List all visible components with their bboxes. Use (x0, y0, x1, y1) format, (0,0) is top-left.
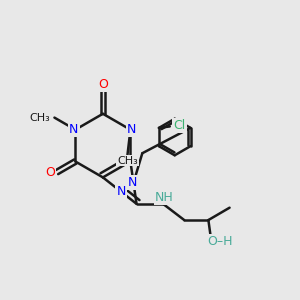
Text: O: O (46, 166, 56, 178)
Text: N: N (127, 176, 137, 189)
Text: O–H: O–H (207, 235, 232, 248)
Text: CH₃: CH₃ (117, 156, 138, 166)
Text: N: N (69, 123, 79, 136)
Text: Cl: Cl (173, 119, 186, 132)
Text: O: O (98, 78, 108, 91)
Text: N: N (116, 185, 126, 198)
Text: N: N (127, 123, 136, 136)
Text: CH₃: CH₃ (29, 112, 50, 123)
Text: NH: NH (155, 191, 174, 204)
